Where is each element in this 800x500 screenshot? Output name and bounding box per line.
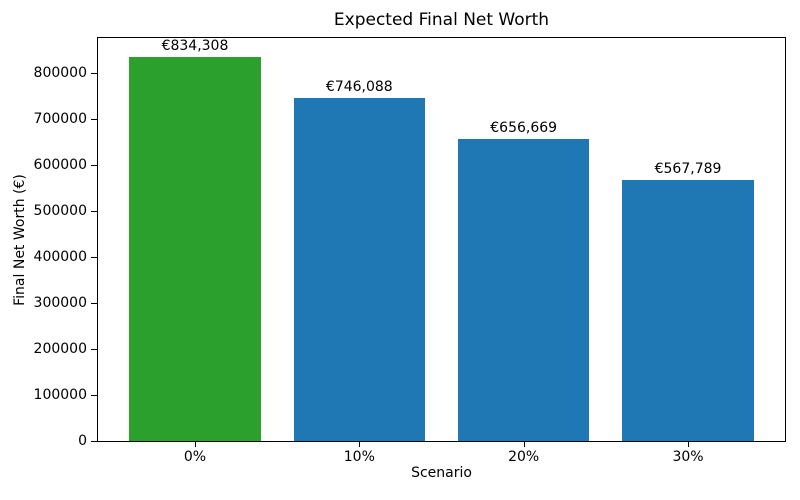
- x-tick-label: 20%: [508, 449, 540, 465]
- bar-0%: [129, 57, 261, 441]
- x-tick-mark: [359, 441, 361, 447]
- chart-title: Expected Final Net Worth: [333, 10, 550, 30]
- y-tick-label: 200000: [33, 340, 87, 357]
- x-axis-label: Scenario: [411, 465, 472, 481]
- y-tick-label: 600000: [33, 156, 87, 173]
- y-axis-label: Final Net Worth (€): [12, 174, 28, 306]
- bar-value-label: €746,088: [325, 78, 393, 95]
- y-tick-mark: [91, 164, 97, 166]
- bar-value-label: €656,669: [490, 119, 558, 136]
- x-tick-label: 0%: [183, 449, 207, 465]
- x-tick-mark: [688, 441, 690, 447]
- y-tick-label: 700000: [33, 110, 87, 127]
- x-tick-label: 10%: [343, 449, 375, 465]
- y-tick-label: 400000: [33, 248, 87, 265]
- y-tick-mark: [91, 394, 97, 396]
- plot-area: €834,308 0% €746,088 10% €656,669 20% €567,789…: [34, 37, 786, 465]
- y-tick-label: 500000: [33, 202, 87, 219]
- y-tick-mark: [91, 256, 97, 258]
- bar-value-label: €567,789: [654, 160, 722, 177]
- y-tick-mark: [91, 72, 97, 74]
- x-tick-mark: [523, 441, 525, 447]
- y-tick-label: 0: [78, 433, 87, 449]
- y-tick-mark: [91, 348, 97, 350]
- x-tick-mark: [194, 441, 196, 447]
- bar-value-label: €834,308: [161, 38, 229, 55]
- y-tick-mark: [91, 210, 97, 212]
- y-tick-label: 100000: [33, 386, 87, 403]
- y-tick-mark: [91, 441, 97, 442]
- y-tick-mark: [91, 118, 97, 120]
- bar-20%: [457, 138, 590, 441]
- y-tick-label: 300000: [33, 294, 87, 311]
- x-tick-label: 30%: [672, 449, 704, 465]
- y-tick-mark: [91, 302, 97, 304]
- y-tick-label: 800000: [33, 64, 87, 81]
- bar-30%: [622, 179, 754, 441]
- bar-10%: [293, 97, 426, 441]
